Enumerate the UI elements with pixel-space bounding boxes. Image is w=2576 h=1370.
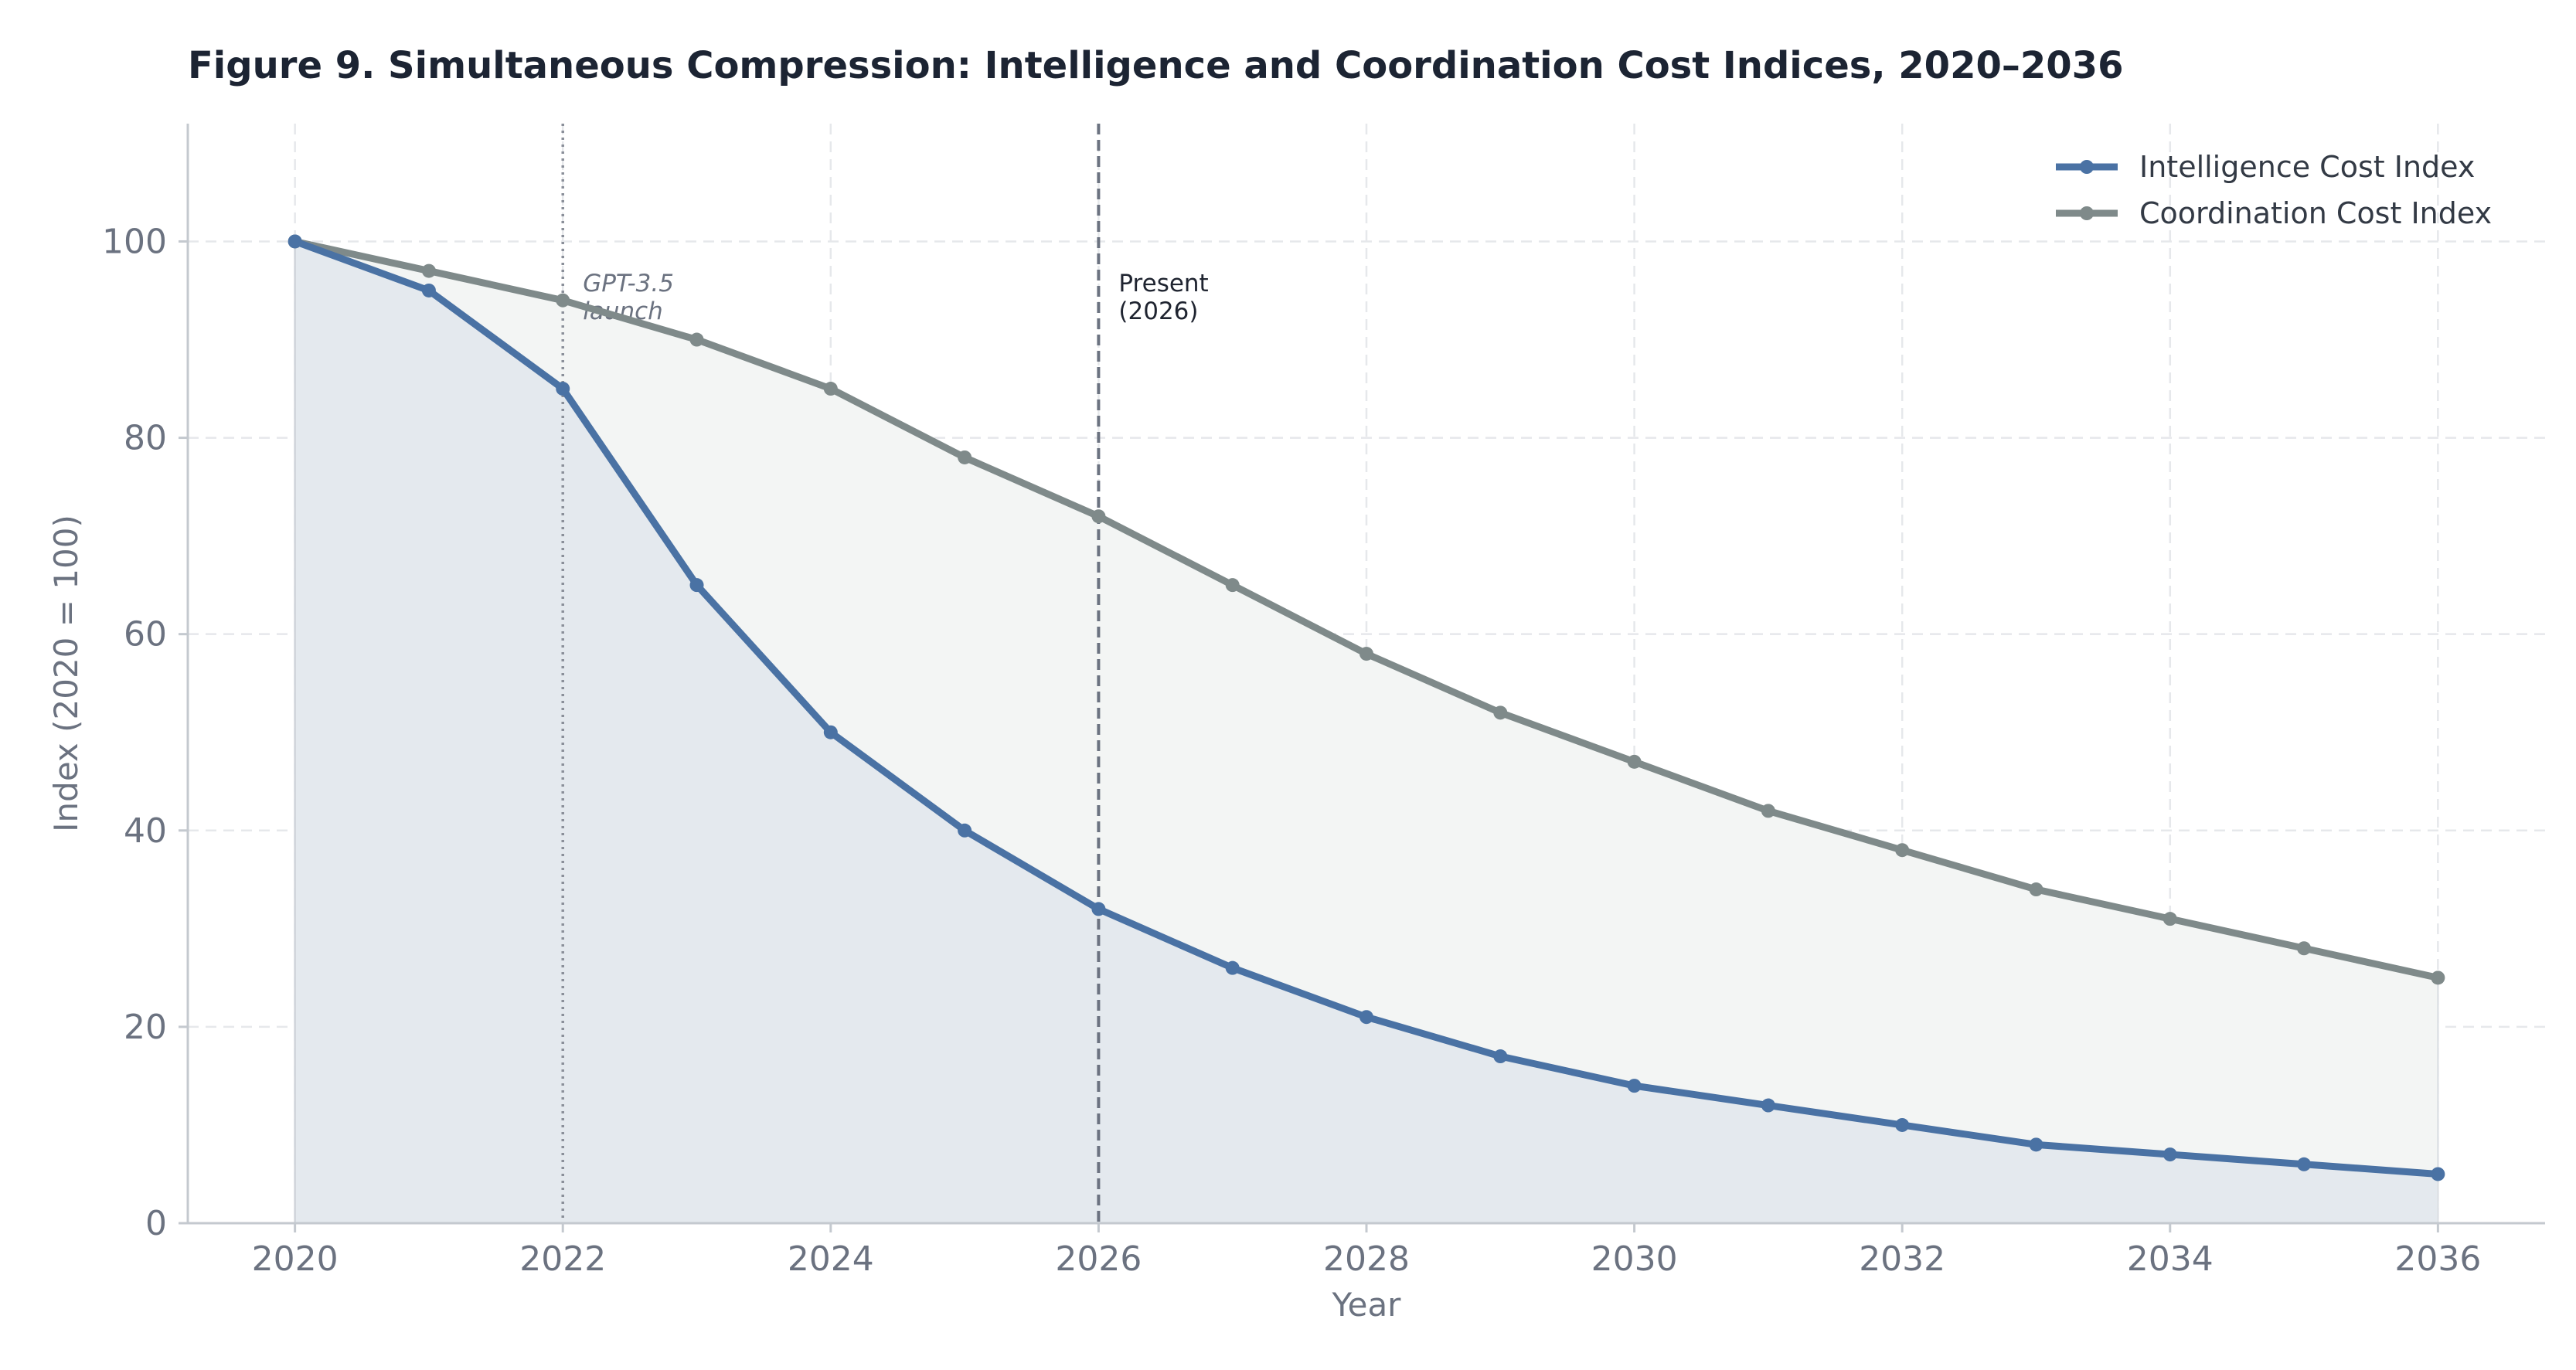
data-point-intelligence bbox=[958, 823, 972, 838]
data-point-intelligence bbox=[1895, 1117, 1910, 1132]
legend: Intelligence Cost Index Coordination Cost… bbox=[2056, 150, 2492, 230]
series-points bbox=[288, 234, 2445, 1181]
data-point-coordination bbox=[421, 263, 436, 278]
data-point-intelligence bbox=[421, 283, 436, 297]
data-point-coordination bbox=[689, 332, 704, 347]
data-point-intelligence bbox=[1225, 960, 1240, 975]
chart-title: Figure 9. Simultaneous Compression: Inte… bbox=[188, 44, 2123, 87]
data-point-coordination bbox=[823, 382, 838, 396]
data-point-coordination bbox=[2431, 971, 2445, 985]
y-axis-label: Index (2020 = 100) bbox=[47, 515, 85, 832]
y-tick-label: 20 bbox=[124, 1008, 167, 1047]
annotation-label-line: (2026) bbox=[1118, 297, 1198, 325]
y-tick-label: 80 bbox=[124, 419, 167, 458]
data-point-coordination bbox=[2029, 882, 2043, 897]
data-point-intelligence bbox=[2029, 1137, 2043, 1152]
data-point-intelligence bbox=[1493, 1049, 1508, 1064]
y-tick-label: 100 bbox=[102, 222, 167, 261]
data-point-intelligence bbox=[288, 234, 302, 249]
legend-label-intelligence: Intelligence Cost Index bbox=[2139, 150, 2475, 184]
y-tick-label: 60 bbox=[124, 615, 167, 654]
x-tick-label: 2020 bbox=[252, 1239, 339, 1279]
annotation-label-line: GPT-3.5 bbox=[583, 270, 674, 297]
data-point-coordination bbox=[1627, 754, 1642, 769]
data-point-intelligence bbox=[556, 382, 570, 396]
data-point-intelligence bbox=[1627, 1079, 1642, 1093]
data-point-coordination bbox=[2163, 912, 2177, 926]
axes bbox=[179, 124, 2545, 1232]
data-point-intelligence bbox=[1091, 902, 1106, 916]
data-point-intelligence bbox=[1359, 1010, 1373, 1025]
data-point-intelligence bbox=[689, 578, 704, 593]
data-point-intelligence bbox=[2431, 1167, 2445, 1181]
annotation-label-line: Present bbox=[1118, 270, 1208, 297]
legend-marker-intelligence bbox=[2080, 160, 2094, 174]
data-point-coordination bbox=[556, 293, 570, 308]
x-tick-label: 2030 bbox=[1591, 1239, 1678, 1279]
data-point-coordination bbox=[2297, 941, 2312, 956]
data-point-intelligence bbox=[2297, 1157, 2312, 1171]
y-tick-label: 40 bbox=[124, 811, 167, 851]
annotation-label: Present (2026) bbox=[1118, 270, 1208, 325]
data-point-intelligence bbox=[2163, 1147, 2177, 1162]
area-fill-gap bbox=[294, 241, 2438, 1175]
x-tick-label: 2022 bbox=[519, 1239, 606, 1279]
data-point-coordination bbox=[1359, 647, 1373, 661]
data-point-coordination bbox=[1895, 843, 1910, 858]
x-tick-label: 2034 bbox=[2127, 1239, 2214, 1279]
data-point-intelligence bbox=[1761, 1098, 1775, 1113]
x-tick-label: 2028 bbox=[1323, 1239, 1410, 1279]
x-tick-label: 2024 bbox=[788, 1239, 874, 1279]
legend-marker-coordination bbox=[2080, 206, 2094, 220]
data-point-intelligence bbox=[823, 725, 838, 739]
area-fills bbox=[294, 241, 2439, 1223]
data-point-coordination bbox=[1225, 578, 1240, 593]
legend-label-coordination: Coordination Cost Index bbox=[2139, 196, 2492, 230]
data-point-coordination bbox=[1091, 509, 1106, 524]
data-point-coordination bbox=[1761, 804, 1775, 818]
tick-labels: 2020 2022 2024 2026 2028 2030 2032 2034 2036 0 20 4… bbox=[102, 222, 2481, 1279]
area-fill-intelligence bbox=[294, 241, 2438, 1223]
x-tick-label: 2032 bbox=[1859, 1239, 1945, 1279]
x-tick-label: 2036 bbox=[2394, 1239, 2481, 1279]
x-axis-label: Year bbox=[1332, 1286, 1402, 1324]
data-point-coordination bbox=[958, 450, 972, 464]
x-tick-label: 2026 bbox=[1055, 1239, 1142, 1279]
data-point-coordination bbox=[1493, 705, 1508, 720]
y-tick-label: 0 bbox=[145, 1204, 167, 1243]
